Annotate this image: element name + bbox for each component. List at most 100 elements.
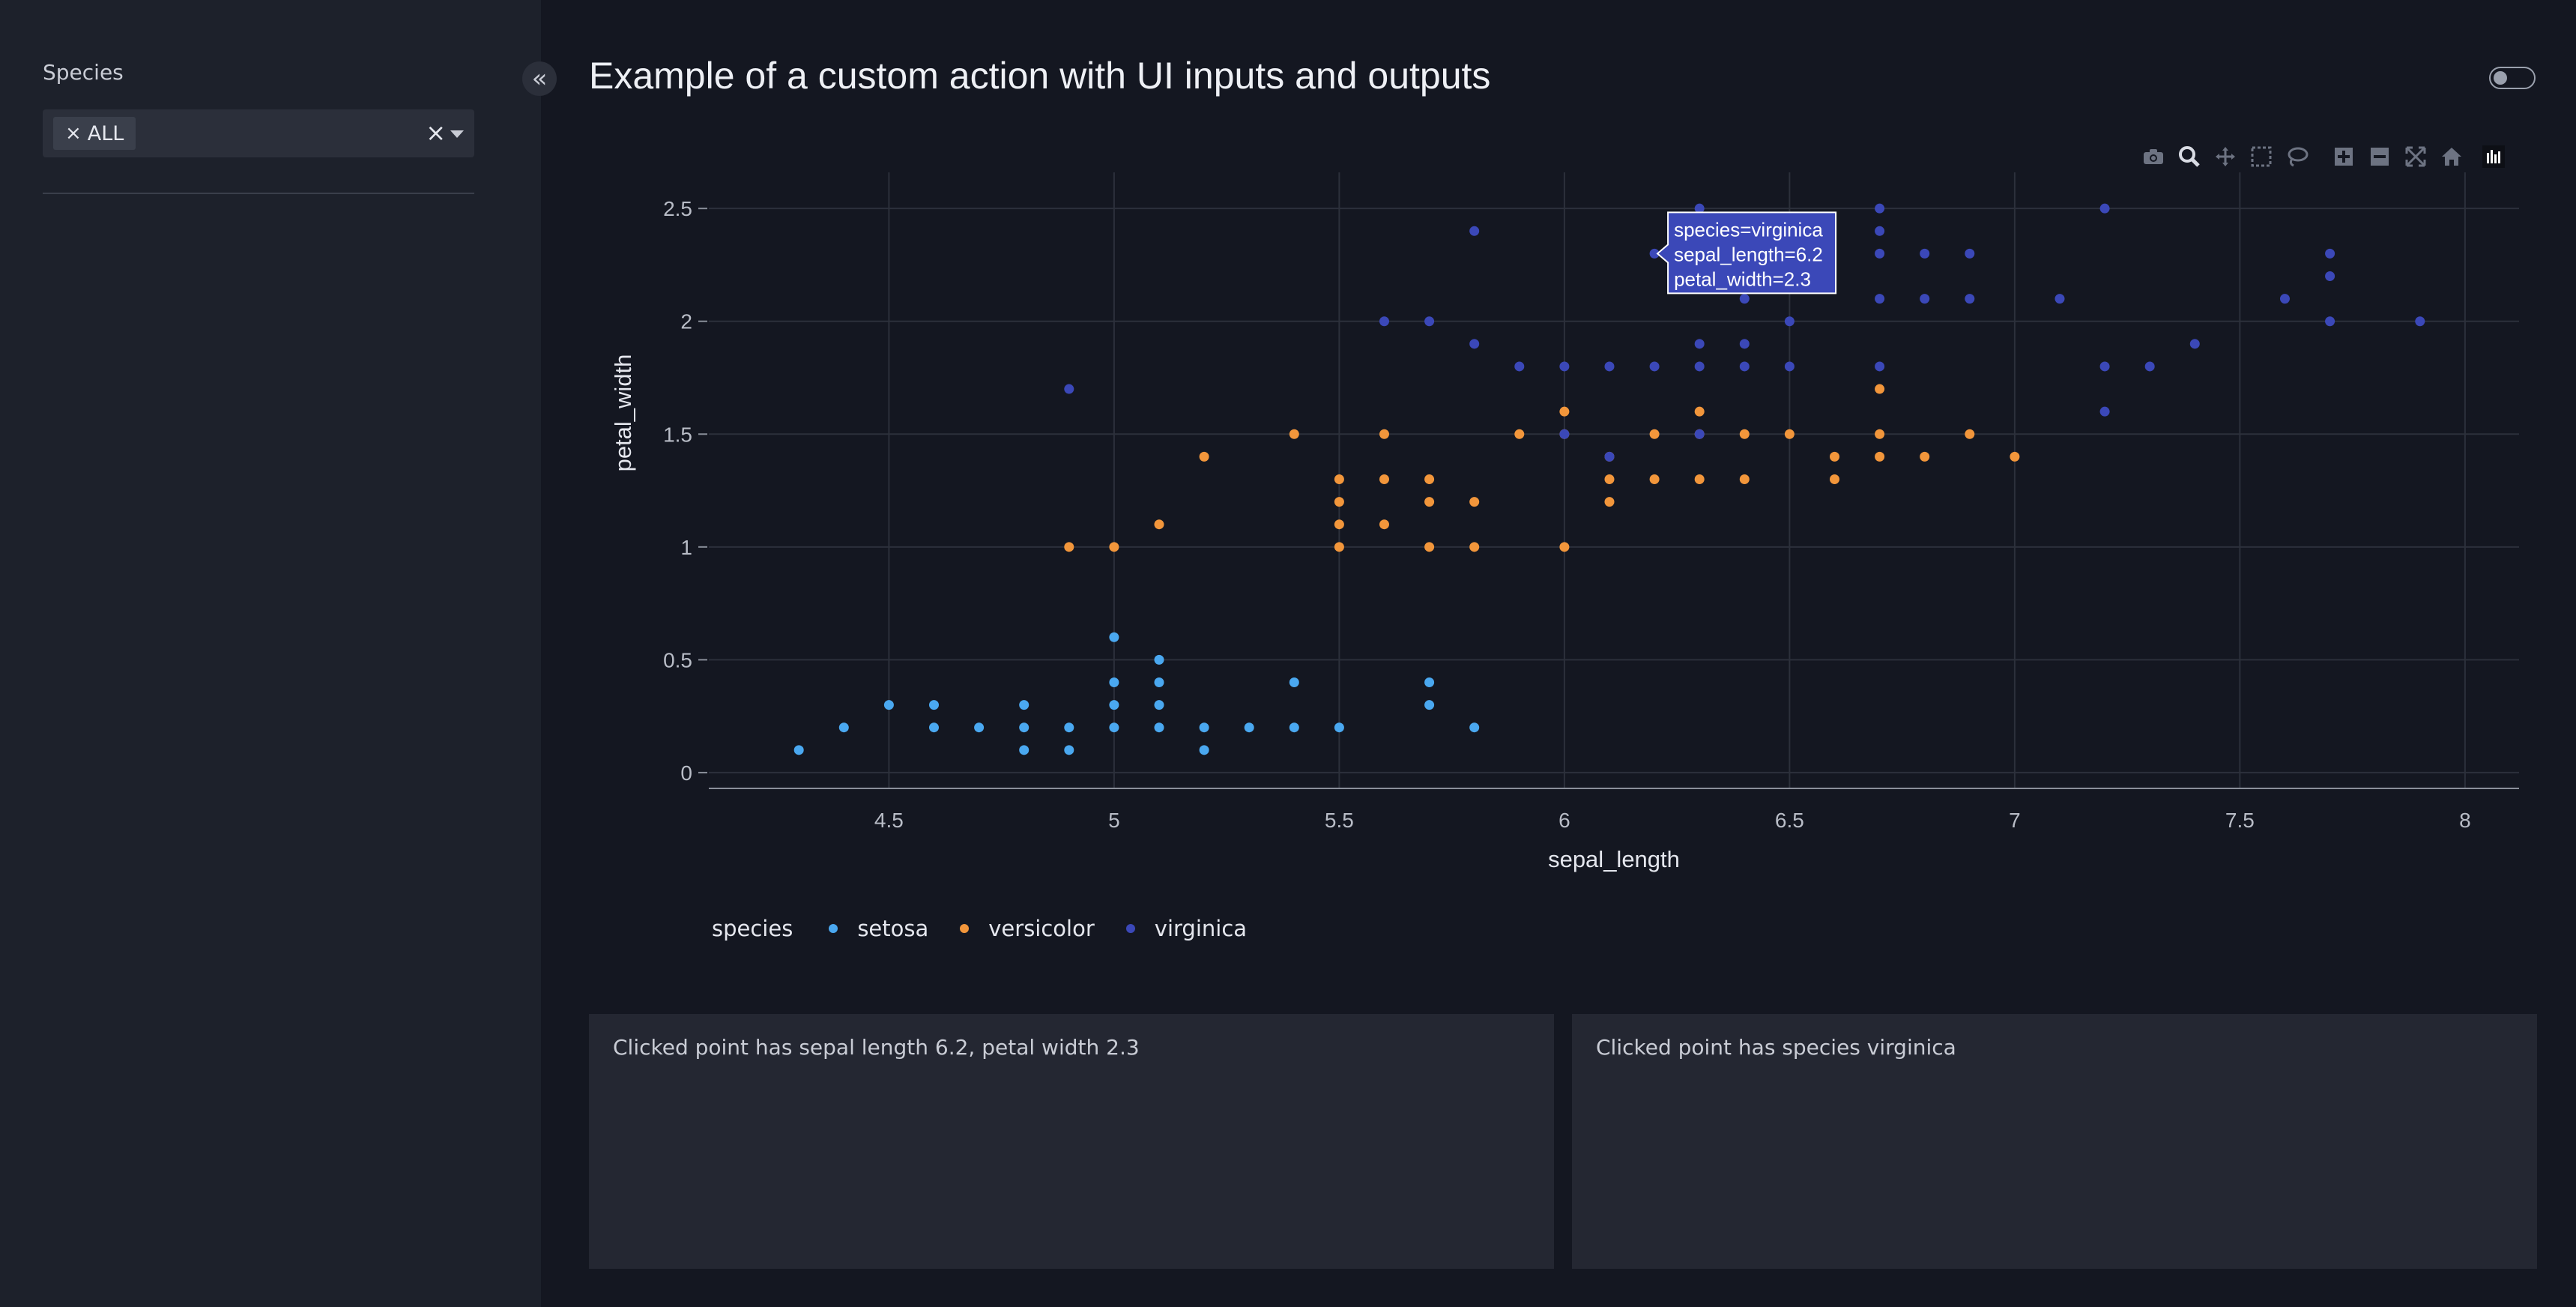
data-point-versicolor[interactable] bbox=[1875, 384, 1885, 394]
data-point-versicolor[interactable] bbox=[1334, 542, 1344, 552]
pan-icon[interactable] bbox=[2211, 142, 2240, 171]
data-point-virginica[interactable] bbox=[2189, 339, 2200, 349]
data-point-virginica[interactable] bbox=[1875, 248, 1885, 259]
data-point-virginica[interactable] bbox=[1784, 316, 1795, 327]
data-point-versicolor[interactable] bbox=[1920, 451, 1930, 462]
data-point-virginica[interactable] bbox=[2325, 271, 2335, 282]
data-point-setosa[interactable] bbox=[1289, 677, 1299, 687]
data-point-virginica[interactable] bbox=[1965, 248, 1975, 259]
data-point-setosa[interactable] bbox=[793, 745, 804, 755]
autoscale-icon[interactable] bbox=[2401, 142, 2430, 171]
data-point-versicolor[interactable] bbox=[1199, 451, 1209, 462]
zoom-out-icon[interactable] bbox=[2365, 142, 2394, 171]
data-point-setosa[interactable] bbox=[1289, 722, 1299, 733]
data-point-versicolor[interactable] bbox=[1379, 474, 1389, 484]
data-point-versicolor[interactable] bbox=[1379, 519, 1389, 530]
data-point-versicolor[interactable] bbox=[1559, 542, 1570, 552]
data-point-virginica[interactable] bbox=[1469, 226, 1480, 236]
data-point-setosa[interactable] bbox=[1154, 677, 1164, 687]
data-point-virginica[interactable] bbox=[1694, 339, 1705, 349]
data-point-versicolor[interactable] bbox=[1739, 474, 1750, 484]
collapse-sidebar-button[interactable]: « bbox=[522, 61, 557, 96]
data-point-virginica[interactable] bbox=[1649, 248, 1660, 259]
data-point-versicolor[interactable] bbox=[1604, 474, 1615, 484]
data-point-setosa[interactable] bbox=[1154, 700, 1164, 710]
data-point-virginica[interactable] bbox=[2325, 316, 2335, 327]
data-point-virginica[interactable] bbox=[1604, 361, 1615, 372]
data-point-virginica[interactable] bbox=[2099, 203, 2110, 214]
data-point-versicolor[interactable] bbox=[1154, 519, 1164, 530]
data-point-virginica[interactable] bbox=[2055, 294, 2065, 304]
scatter-chart[interactable]: 4.5 5 5.5 6 6.5 7 7.5 8 0 0.5 1 1.5 2 2.5 sepal_length… bbox=[589, 150, 2537, 899]
data-point-virginica[interactable] bbox=[1875, 294, 1885, 304]
data-point-versicolor[interactable] bbox=[2010, 451, 2020, 462]
data-point-virginica[interactable] bbox=[1965, 294, 1975, 304]
data-point-versicolor[interactable] bbox=[1334, 474, 1344, 484]
data-point-virginica[interactable] bbox=[2144, 361, 2155, 372]
data-point-virginica[interactable] bbox=[1559, 361, 1570, 372]
data-point-virginica[interactable] bbox=[1649, 361, 1660, 372]
data-point-virginica[interactable] bbox=[1064, 384, 1074, 394]
data-point-setosa[interactable] bbox=[1424, 700, 1435, 710]
zoom-in-icon[interactable] bbox=[2329, 142, 2358, 171]
data-point-setosa[interactable] bbox=[1019, 700, 1030, 710]
species-dropdown[interactable]: × ALL × bbox=[43, 109, 474, 157]
data-point-setosa[interactable] bbox=[1109, 632, 1119, 642]
data-point-setosa[interactable] bbox=[1334, 722, 1344, 733]
legend-item-virginica[interactable]: virginica bbox=[1125, 916, 1247, 941]
data-point-virginica[interactable] bbox=[1739, 339, 1750, 349]
data-point-setosa[interactable] bbox=[1154, 722, 1164, 733]
zoom-icon[interactable] bbox=[2175, 142, 2204, 171]
chevron-down-icon[interactable] bbox=[450, 130, 464, 138]
data-point-setosa[interactable] bbox=[1244, 722, 1254, 733]
data-point-virginica[interactable] bbox=[1784, 361, 1795, 372]
data-point-versicolor[interactable] bbox=[1334, 497, 1344, 507]
data-point-virginica[interactable] bbox=[1469, 339, 1480, 349]
data-point-setosa[interactable] bbox=[1019, 722, 1030, 733]
data-point-versicolor[interactable] bbox=[1469, 542, 1480, 552]
data-point-setosa[interactable] bbox=[1109, 700, 1119, 710]
data-point-versicolor[interactable] bbox=[1424, 474, 1435, 484]
data-point-versicolor[interactable] bbox=[1604, 497, 1615, 507]
data-point-virginica[interactable] bbox=[1379, 316, 1389, 327]
data-point-virginica[interactable] bbox=[2099, 361, 2110, 372]
clear-selection-icon[interactable]: × bbox=[426, 118, 446, 147]
data-point-versicolor[interactable] bbox=[1559, 406, 1570, 417]
data-point-versicolor[interactable] bbox=[1109, 542, 1119, 552]
data-point-versicolor[interactable] bbox=[1649, 474, 1660, 484]
data-point-versicolor[interactable] bbox=[1064, 542, 1074, 552]
legend-item-versicolor[interactable]: versicolor bbox=[960, 916, 1095, 941]
data-point-versicolor[interactable] bbox=[1829, 474, 1839, 484]
data-point-virginica[interactable] bbox=[1875, 226, 1885, 236]
data-point-versicolor[interactable] bbox=[1424, 542, 1435, 552]
data-point-versicolor[interactable] bbox=[1694, 474, 1705, 484]
home-reset-icon[interactable] bbox=[2437, 142, 2466, 171]
data-point-setosa[interactable] bbox=[1199, 745, 1209, 755]
box-select-icon[interactable] bbox=[2247, 142, 2276, 171]
data-point-versicolor[interactable] bbox=[1334, 519, 1344, 530]
data-point-virginica[interactable] bbox=[2099, 406, 2110, 417]
data-point-virginica[interactable] bbox=[1739, 361, 1750, 372]
data-point-versicolor[interactable] bbox=[1469, 497, 1480, 507]
data-point-versicolor[interactable] bbox=[1694, 406, 1705, 417]
data-point-versicolor[interactable] bbox=[1514, 429, 1525, 439]
data-point-setosa[interactable] bbox=[1064, 745, 1074, 755]
data-point-virginica[interactable] bbox=[1920, 294, 1930, 304]
theme-toggle[interactable] bbox=[2489, 67, 2536, 89]
data-point-setosa[interactable] bbox=[1064, 722, 1074, 733]
lasso-select-icon[interactable] bbox=[2283, 142, 2312, 171]
data-point-virginica[interactable] bbox=[1604, 451, 1615, 462]
data-point-setosa[interactable] bbox=[1109, 722, 1119, 733]
data-point-versicolor[interactable] bbox=[1289, 429, 1299, 439]
data-point-virginica[interactable] bbox=[1694, 429, 1705, 439]
data-point-virginica[interactable] bbox=[1694, 361, 1705, 372]
data-point-versicolor[interactable] bbox=[1875, 451, 1885, 462]
data-point-setosa[interactable] bbox=[1109, 677, 1119, 687]
data-point-setosa[interactable] bbox=[974, 722, 985, 733]
data-point-setosa[interactable] bbox=[1154, 654, 1164, 665]
data-point-setosa[interactable] bbox=[1469, 722, 1480, 733]
data-point-setosa[interactable] bbox=[1019, 745, 1030, 755]
data-point-setosa[interactable] bbox=[838, 722, 849, 733]
data-point-versicolor[interactable] bbox=[1965, 429, 1975, 439]
data-point-versicolor[interactable] bbox=[1784, 429, 1795, 439]
